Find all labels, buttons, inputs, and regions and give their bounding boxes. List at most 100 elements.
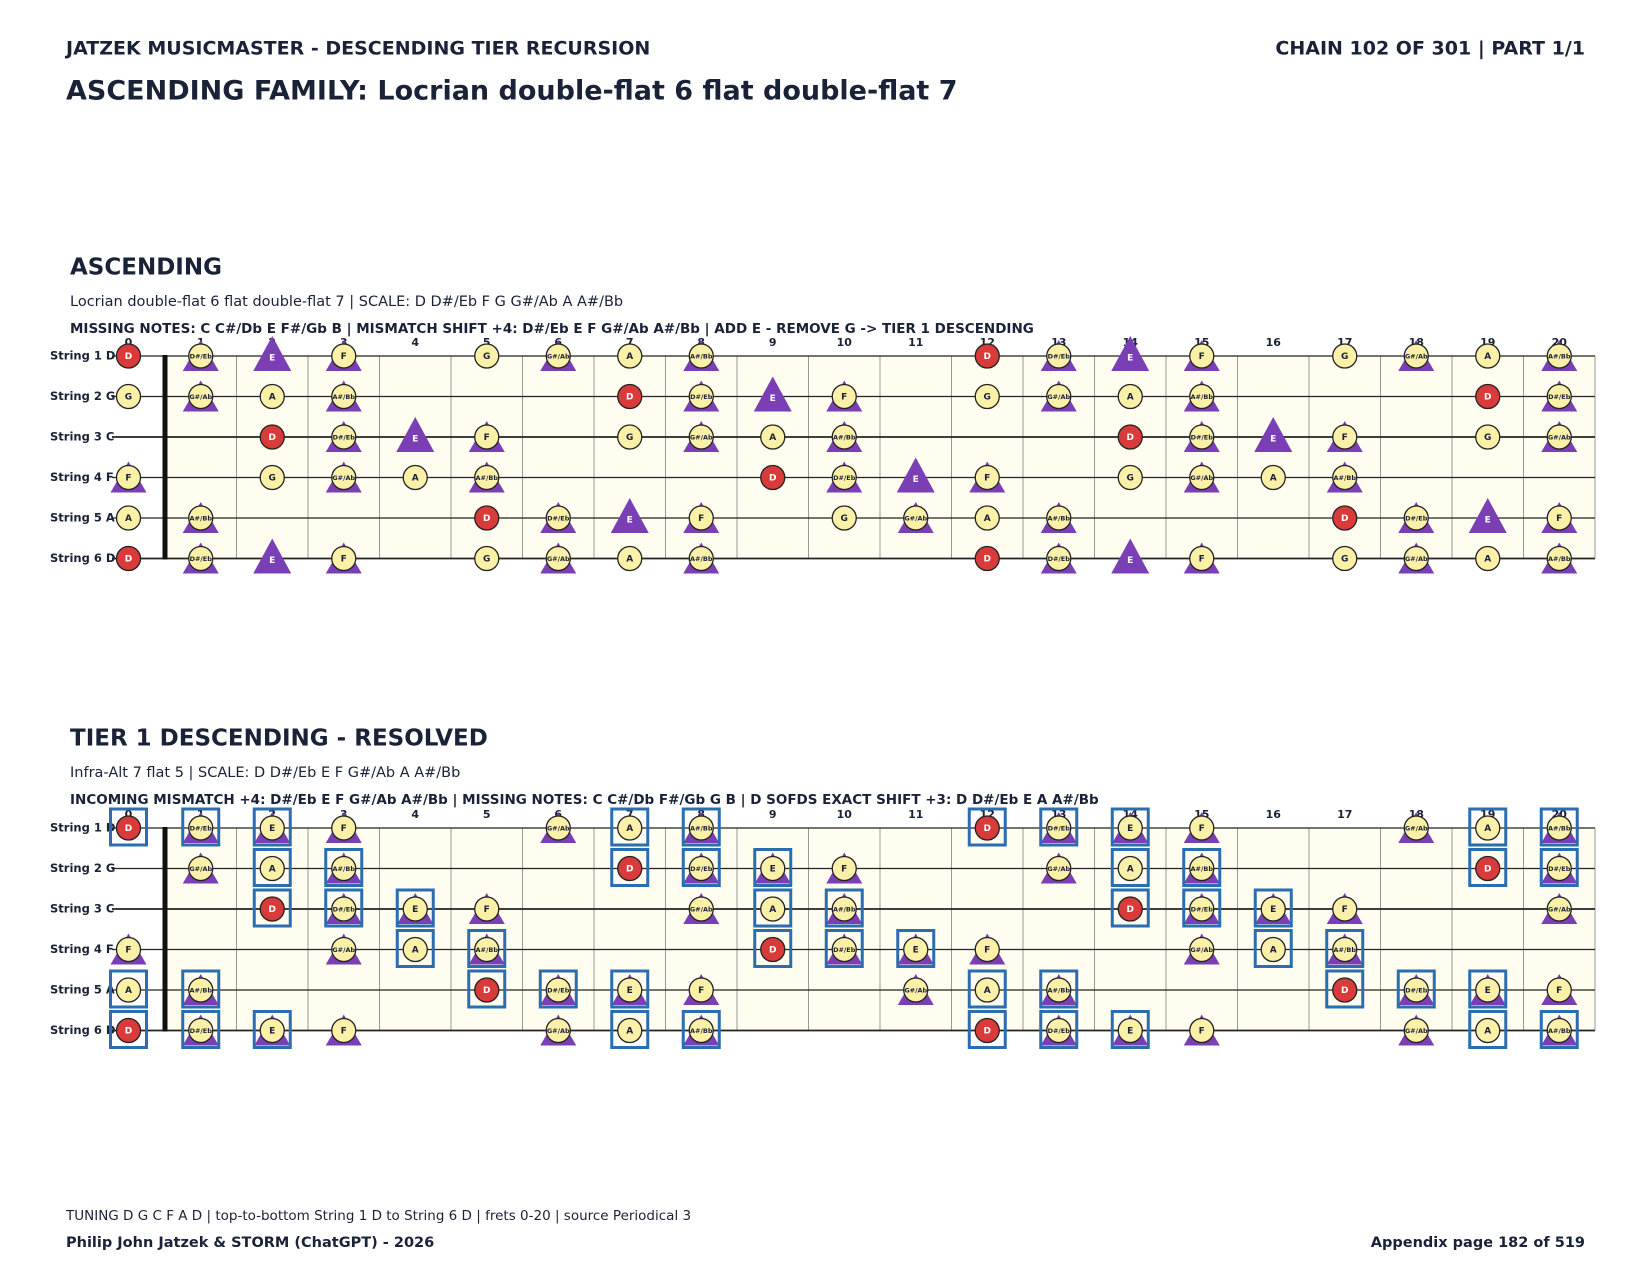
note-label: D <box>769 474 776 484</box>
note-circle <box>974 815 1000 841</box>
exact-box <box>610 807 650 847</box>
exact-box <box>1182 848 1222 887</box>
exact-box <box>324 888 364 928</box>
note-label: G <box>483 555 490 565</box>
exact-box <box>467 969 507 1009</box>
note-circle <box>1189 936 1215 963</box>
footer-tuning: TUNING D G C F A D | top-to-bottom Strin… <box>65 1208 691 1224</box>
note-label: G#/Ab <box>1405 555 1428 563</box>
note-label: G#/Ab <box>690 906 713 914</box>
fret-number: 5 <box>483 808 491 821</box>
note-label: D <box>483 986 490 996</box>
note-circle <box>474 896 500 922</box>
note-circle <box>617 545 643 572</box>
note-label: D <box>1484 865 1491 875</box>
note-label: A <box>412 474 419 484</box>
fret-number: 4 <box>411 336 419 349</box>
note-circle <box>617 977 643 1003</box>
note-circle <box>115 815 142 841</box>
note-label: A#/Bb <box>1548 555 1571 563</box>
note-label: G#/Ab <box>1405 825 1428 833</box>
note-label: D#/Eb <box>1405 515 1428 523</box>
note-circle <box>1403 815 1429 841</box>
board-subtitle: Infra-Alt 7 flat 5 | SCALE: D D#/Eb E F … <box>70 765 460 781</box>
note-circle <box>974 1017 1000 1044</box>
note-label: D#/Eb <box>190 555 213 563</box>
note-label: A <box>1270 474 1277 484</box>
exact-box <box>1539 848 1579 887</box>
note-circle <box>688 383 714 410</box>
note-label: G#/Ab <box>1190 474 1213 482</box>
fret-number: 7 <box>626 336 634 349</box>
note-label: E <box>627 986 633 996</box>
note-circle <box>688 815 714 841</box>
note-label: A <box>1484 352 1491 362</box>
fret-number: 17 <box>1337 808 1352 821</box>
note-circle <box>545 505 571 531</box>
note-label: G#/Ab <box>1047 393 1070 401</box>
exact-box <box>252 888 292 928</box>
note-label: F <box>698 986 704 996</box>
note-label: D <box>125 1027 132 1037</box>
note-label: F <box>984 474 990 484</box>
note-label: D <box>125 352 132 362</box>
exact-box <box>467 929 507 968</box>
shift-triangle <box>1468 498 1507 533</box>
note-circle <box>1332 936 1358 963</box>
exact-box <box>753 848 793 887</box>
note-label: A <box>412 946 419 956</box>
note-label: D <box>626 393 633 403</box>
exact-box <box>967 969 1007 1009</box>
note-label: G <box>1127 474 1134 484</box>
note-label: E <box>770 865 776 875</box>
note-label: G#/Ab <box>1405 353 1428 361</box>
note-circle <box>688 896 714 922</box>
note-circle <box>331 464 357 491</box>
exact-box <box>681 807 721 847</box>
note-circle <box>1546 424 1572 450</box>
note-circle <box>331 896 357 922</box>
note-circle <box>1046 855 1072 882</box>
note-circle <box>402 936 428 963</box>
shift-triangle <box>1111 336 1150 371</box>
note-label: G#/Ab <box>904 515 927 523</box>
note-circle <box>188 815 214 841</box>
note-circle <box>331 1017 357 1044</box>
note-circle <box>545 545 571 572</box>
note-label: G#/Ab <box>1405 1027 1428 1035</box>
note-label: E <box>1270 435 1276 445</box>
note-label: F <box>841 393 847 403</box>
note-label: D#/Eb <box>190 1027 213 1035</box>
note-circle <box>1475 1017 1501 1044</box>
note-label: E <box>1127 556 1133 566</box>
note-circle <box>1546 815 1572 841</box>
note-circle <box>688 505 714 531</box>
note-circle <box>1117 896 1143 922</box>
note-circle <box>331 815 357 841</box>
note-circle <box>1189 424 1215 450</box>
note-label: F <box>484 905 490 915</box>
note-circle <box>474 424 500 450</box>
note-label: D <box>1127 905 1134 915</box>
note-label: F <box>984 946 990 956</box>
exact-box <box>181 969 221 1009</box>
note-label: F <box>341 824 347 834</box>
exact-box <box>1396 969 1436 1009</box>
note-label: A#/Bb <box>1548 353 1571 361</box>
exact-box <box>324 848 364 887</box>
note-label: A <box>1484 824 1491 834</box>
note-label: D#/Eb <box>833 946 856 954</box>
note-label: G#/Ab <box>332 474 355 482</box>
note-label: A#/Bb <box>1548 1027 1571 1035</box>
note-label: E <box>1127 1027 1133 1037</box>
note-circle <box>115 343 142 369</box>
note-circle <box>474 464 500 491</box>
note-label: G#/Ab <box>547 1027 570 1035</box>
note-circle <box>259 424 285 450</box>
note-label: A#/Bb <box>690 555 713 563</box>
note-label: A <box>769 433 776 443</box>
note-label: G#/Ab <box>547 825 570 833</box>
note-circle <box>1332 464 1358 491</box>
note-label: G#/Ab <box>1190 946 1213 954</box>
note-label: D <box>1484 393 1491 403</box>
